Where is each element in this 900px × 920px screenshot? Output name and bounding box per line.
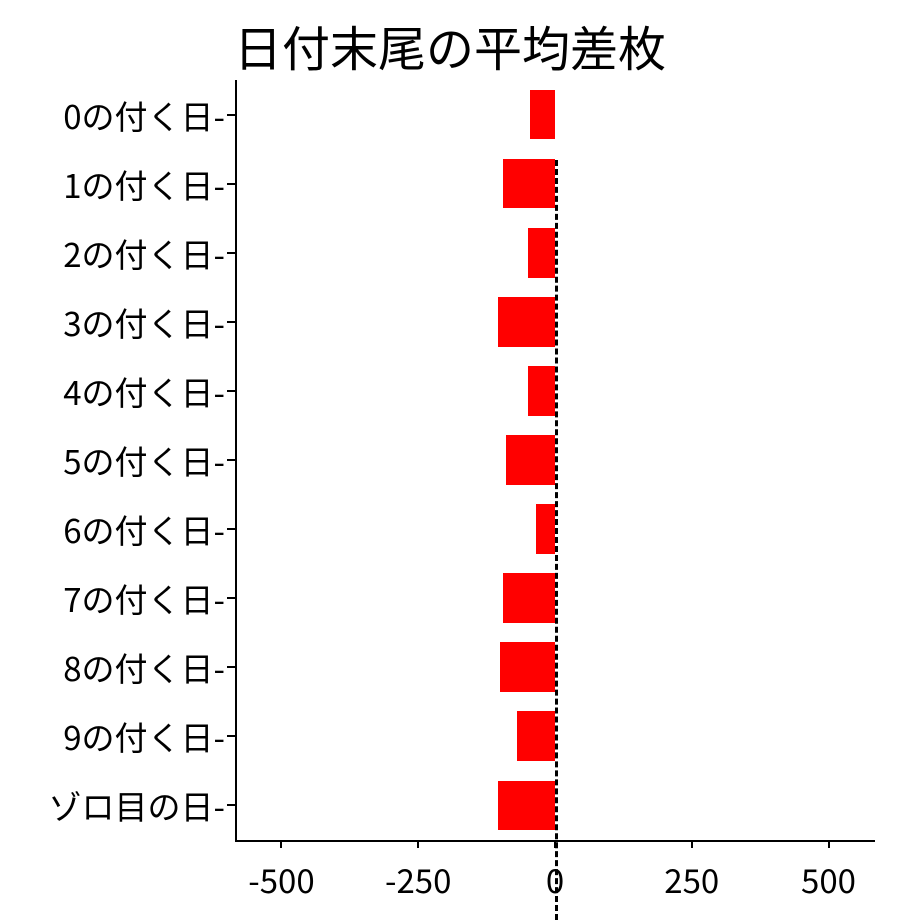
- x-axis-labels: -500-2500250500: [235, 845, 875, 895]
- x-axis-tick: [691, 840, 693, 848]
- y-axis-tick: [227, 321, 235, 323]
- y-axis-label: 8の付く日-: [63, 643, 225, 691]
- bar: [517, 711, 555, 761]
- bar: [500, 642, 555, 692]
- bar: [506, 435, 555, 485]
- y-axis-label: 6の付く日-: [63, 505, 225, 553]
- bar: [536, 504, 555, 554]
- y-axis-label: 4の付く日-: [63, 367, 225, 415]
- bar: [528, 366, 555, 416]
- x-axis-label: 0: [546, 855, 564, 903]
- chart-container: 日付末尾の平均差枚 0の付く日- 1の付く日- 2の付く日- 3の付く日- 4の付く日-…: [0, 0, 900, 900]
- bar: [498, 781, 555, 831]
- y-axis-label: 9の付く日-: [63, 712, 225, 760]
- bar: [530, 90, 555, 140]
- y-axis-label: 1の付く日-: [63, 160, 225, 208]
- y-axis-tick: [227, 459, 235, 461]
- bar: [498, 297, 555, 347]
- x-axis-label: 500: [801, 855, 856, 903]
- y-axis-tick: [227, 735, 235, 737]
- x-axis-tick: [554, 840, 556, 848]
- bar: [503, 573, 555, 623]
- zero-reference-line: [555, 160, 558, 920]
- x-axis-label: -500: [248, 855, 314, 903]
- y-axis-tick: [227, 804, 235, 806]
- plot-area: [235, 80, 875, 840]
- y-axis-label: 3の付く日-: [63, 298, 225, 346]
- y-axis-label: ゾロ目の日-: [49, 781, 225, 829]
- y-axis-tick: [227, 390, 235, 392]
- y-axis-label: 0の付く日-: [63, 91, 225, 139]
- y-axis-label: 5の付く日-: [63, 436, 225, 484]
- x-axis-label: -250: [385, 855, 451, 903]
- x-axis-label: 250: [664, 855, 719, 903]
- y-axis-tick: [227, 114, 235, 116]
- x-axis-tick: [417, 840, 419, 848]
- y-axis-tick: [227, 252, 235, 254]
- chart-title: 日付末尾の平均差枚: [0, 10, 900, 80]
- y-axis-labels: 0の付く日- 1の付く日- 2の付く日- 3の付く日- 4の付く日- 5の付く日- 6の付く…: [0, 80, 225, 840]
- y-axis-tick: [227, 666, 235, 668]
- y-axis-tick: [227, 597, 235, 599]
- y-axis-tick: [227, 183, 235, 185]
- y-axis-label: 2の付く日-: [63, 229, 225, 277]
- bar: [503, 159, 555, 209]
- x-axis-tick: [828, 840, 830, 848]
- x-axis-tick: [280, 840, 282, 848]
- bar: [528, 228, 555, 278]
- y-axis-label: 7の付く日-: [63, 574, 225, 622]
- y-axis-tick: [227, 528, 235, 530]
